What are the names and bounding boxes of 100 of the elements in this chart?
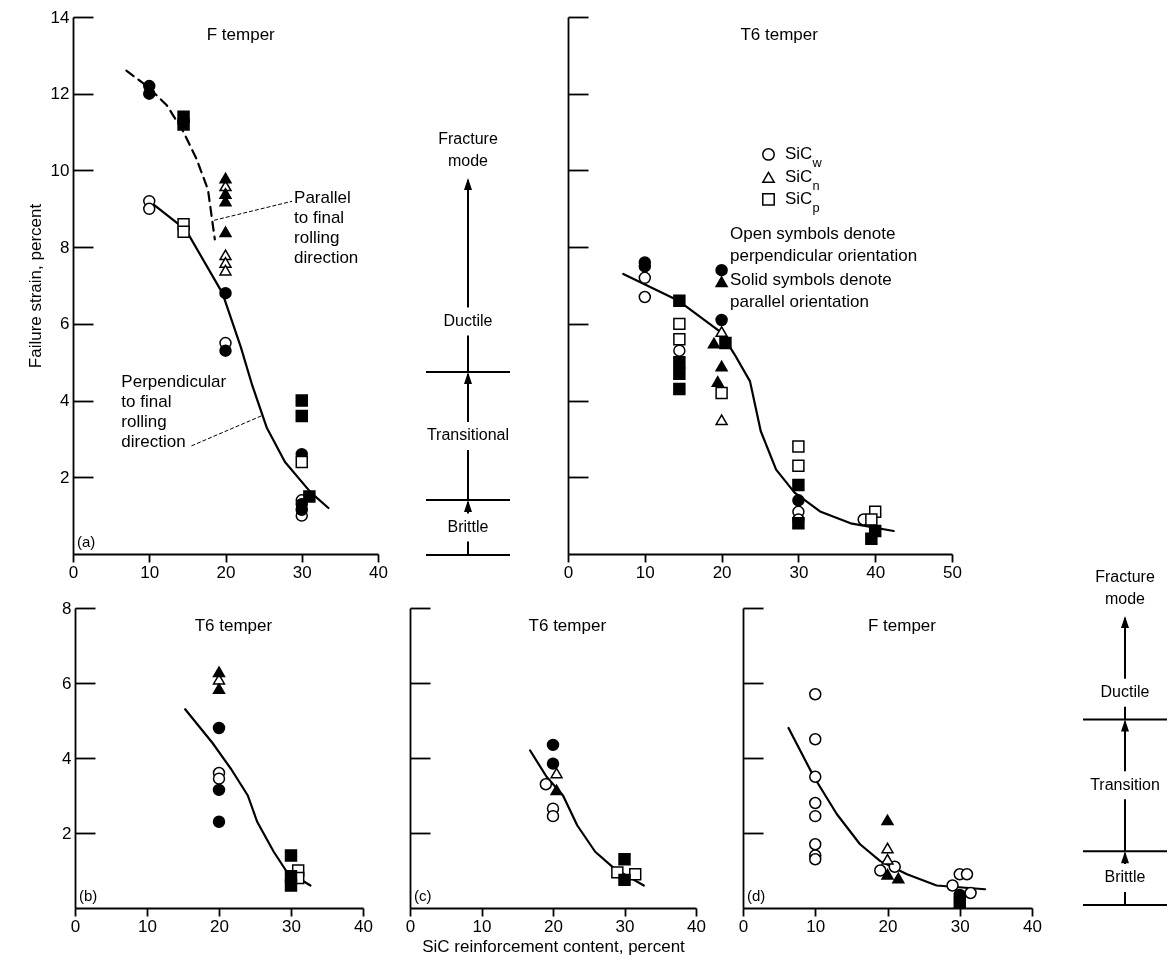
point <box>792 517 805 530</box>
text: Brittle <box>447 517 489 535</box>
point <box>284 849 298 862</box>
point <box>673 382 686 396</box>
x-tick-label: 10 <box>635 562 655 582</box>
x-tick-label: 20 <box>544 916 563 936</box>
point <box>546 738 560 752</box>
x-tick-label: 0 <box>405 916 416 936</box>
point <box>638 271 652 285</box>
text: Transitional <box>426 426 510 444</box>
point <box>715 360 728 372</box>
x-tick-label: 20 <box>216 562 236 582</box>
point <box>715 313 728 327</box>
point <box>673 344 686 357</box>
annotation: Solid symbols denote parallel orientation <box>730 269 892 311</box>
x-tick-label: 40 <box>687 916 706 936</box>
annotation: Parallel to final rolling direction <box>294 188 359 268</box>
point <box>550 767 563 779</box>
point <box>881 814 894 826</box>
y-tick-label: 8 <box>62 598 72 618</box>
point <box>809 688 822 701</box>
point <box>892 872 905 884</box>
text: T6 temper <box>528 616 607 635</box>
y-tick-label: 12 <box>50 84 70 104</box>
line-series <box>184 708 312 887</box>
x-tick-label: 30 <box>615 916 635 936</box>
x-tick-label: 40 <box>866 562 886 582</box>
x-tick-label: 40 <box>354 916 373 936</box>
point <box>295 394 308 407</box>
annotation: Perpendicular to final rolling direction <box>121 371 227 451</box>
point <box>673 355 686 369</box>
y-tick-label: 4 <box>62 748 72 768</box>
text: Fracture mode <box>438 130 498 170</box>
point <box>809 733 822 746</box>
y-tick-label: 4 <box>60 391 70 411</box>
point <box>792 440 805 453</box>
point <box>303 490 316 503</box>
point <box>673 367 686 380</box>
x-tick-label: 0 <box>563 562 574 582</box>
point <box>673 332 686 346</box>
point <box>719 336 732 350</box>
y-tick-label: 8 <box>60 237 70 257</box>
x-tick-label: 30 <box>950 916 970 936</box>
point <box>809 809 822 823</box>
y-axis-title: Failure strain, percent <box>25 203 45 369</box>
point <box>212 772 226 785</box>
point <box>219 226 232 238</box>
point <box>960 868 974 881</box>
x-tick-label: 0 <box>70 916 81 936</box>
x-tick-label: 20 <box>878 916 898 936</box>
point <box>295 455 308 469</box>
x-tick-label: 10 <box>140 562 160 582</box>
text: Ductile <box>1100 682 1150 700</box>
point <box>673 294 686 308</box>
point <box>219 286 232 300</box>
annotation: (d) <box>747 887 766 904</box>
point <box>212 721 226 735</box>
point <box>219 344 232 357</box>
point <box>638 290 652 304</box>
point <box>618 853 631 866</box>
point <box>177 118 190 131</box>
point <box>219 264 232 276</box>
text: F temper <box>867 616 937 635</box>
x-tick-label: 20 <box>712 562 732 582</box>
point <box>546 757 560 770</box>
point <box>212 666 226 678</box>
y-tick-label: 6 <box>60 314 70 334</box>
point <box>881 868 894 880</box>
point <box>546 809 560 823</box>
point <box>792 459 805 473</box>
point <box>212 815 226 828</box>
point <box>946 879 959 892</box>
x-tick-label: 0 <box>738 916 749 936</box>
annotation: (a) <box>77 533 96 550</box>
point <box>539 778 553 791</box>
y-tick-label: 10 <box>50 160 70 180</box>
annotation: (c) <box>414 887 432 904</box>
annotation: (b) <box>79 887 98 904</box>
point <box>809 796 822 810</box>
x-tick-label: 30 <box>282 916 301 936</box>
point <box>711 375 724 387</box>
text: T6 temper <box>740 25 819 44</box>
point <box>792 478 805 492</box>
x-tick-label: 30 <box>292 562 312 582</box>
text: T6 temper <box>194 616 273 635</box>
point <box>792 494 805 507</box>
point <box>219 256 232 268</box>
x-tick-label: 10 <box>472 916 492 936</box>
point <box>715 326 728 338</box>
point <box>953 896 966 909</box>
point <box>219 172 232 184</box>
point <box>865 513 878 526</box>
y-tick-label: 6 <box>62 673 72 693</box>
point <box>809 853 822 866</box>
point <box>295 409 308 423</box>
x-tick-label: 10 <box>138 916 157 936</box>
point <box>809 838 822 851</box>
point <box>865 532 878 545</box>
point <box>143 202 156 215</box>
point <box>618 873 631 887</box>
